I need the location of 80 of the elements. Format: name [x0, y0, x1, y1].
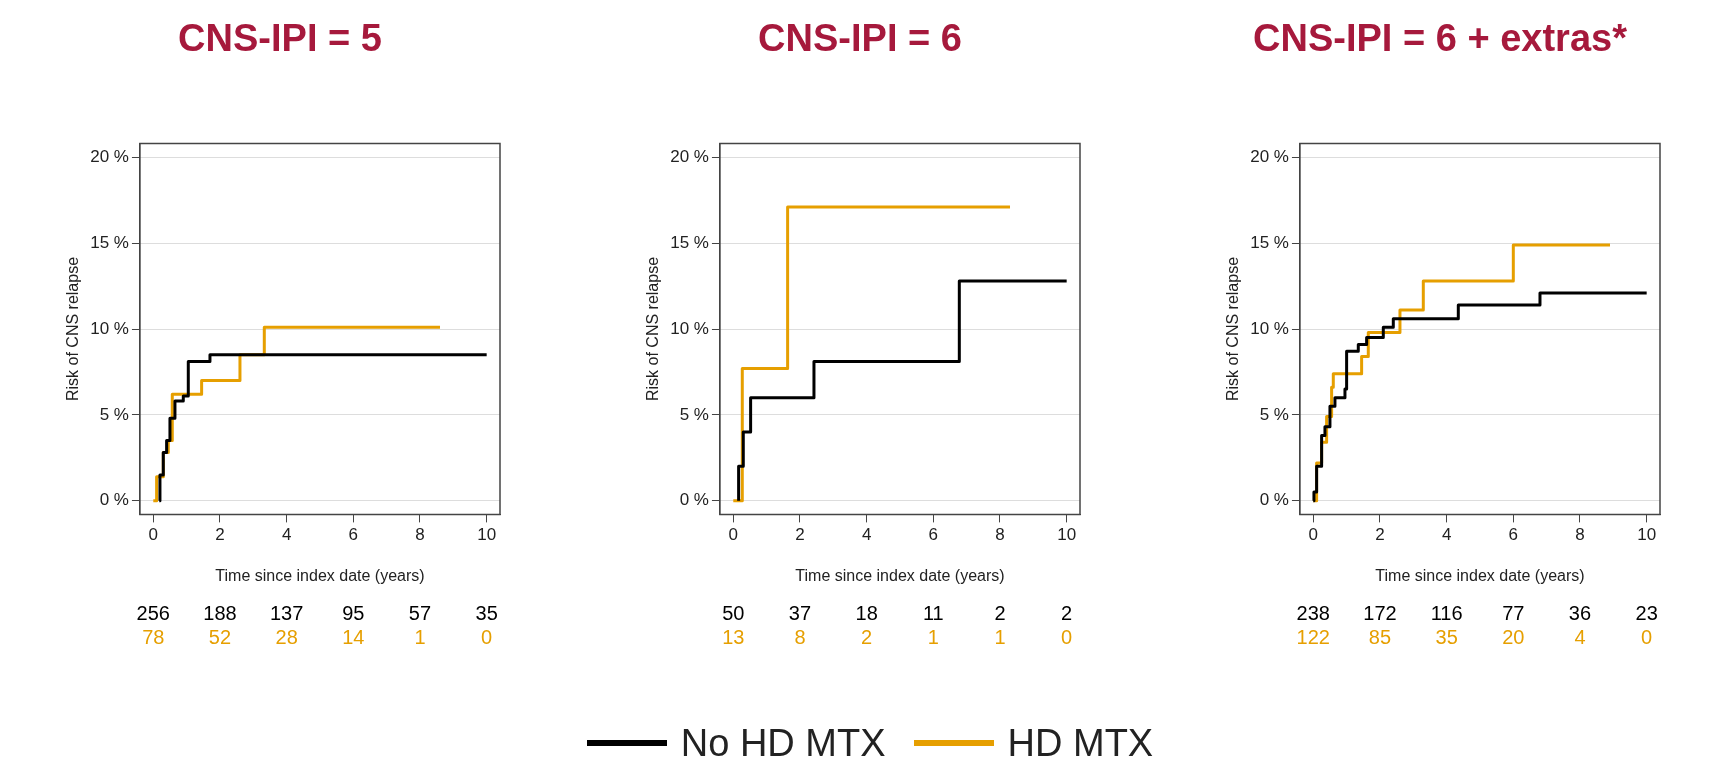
x-axis-title: Time since index date (years) — [795, 566, 1005, 584]
y-tick-label: 20 % — [1250, 147, 1289, 167]
y-tick-label: 10 % — [670, 318, 709, 338]
y-tick-label: 0 % — [679, 490, 709, 510]
y-tick-label: 10 % — [1250, 318, 1289, 338]
x-tick-label: 6 — [1508, 525, 1519, 545]
text: 256 — [136, 601, 170, 624]
text: 4 — [1574, 625, 1586, 648]
y-tick-label: 15 % — [90, 232, 129, 252]
text: 1 — [927, 625, 939, 648]
y-tick-label: 20 % — [90, 147, 129, 167]
text: 95 — [342, 601, 365, 624]
chart-title: CNS-IPI = 6 + extras* — [1253, 17, 1628, 60]
x-tick-label: 4 — [861, 525, 872, 545]
y-tick-label: 5 % — [99, 404, 129, 424]
text: 2 — [1061, 601, 1073, 624]
x-axis-title: Time since index date (years) — [1375, 566, 1585, 584]
text: 52 — [208, 625, 232, 648]
chart-title: CNS-IPI = 5 — [178, 17, 382, 60]
text: 0 — [1061, 625, 1073, 648]
chart-title: CNS-IPI = 6 — [758, 17, 962, 60]
y-tick-label: 15 % — [1250, 232, 1289, 252]
x-tick-label: 0 — [728, 525, 739, 545]
x-axis-title: Time since index date (years) — [215, 566, 425, 584]
x-tick-label: 0 — [148, 525, 159, 545]
y-axis-title: Risk of CNS relapse — [644, 256, 662, 402]
text: 13 — [722, 625, 745, 648]
y-tick-label: 0 % — [1259, 490, 1289, 510]
text: 122 — [1296, 625, 1330, 648]
text: 0 — [1641, 625, 1653, 648]
text: 36 — [1568, 601, 1592, 624]
y-tick-label: 5 % — [679, 404, 709, 424]
text: 1 — [994, 625, 1006, 648]
text: 57 — [408, 601, 432, 624]
x-tick-label: 2 — [215, 525, 225, 545]
text: 85 — [1368, 625, 1392, 648]
text: 11 — [922, 601, 944, 624]
x-tick-label: 10 — [1057, 525, 1077, 545]
text: 8 — [794, 625, 806, 648]
y-tick-label: 10 % — [90, 318, 129, 338]
y-axis-title: Risk of CNS relapse — [1224, 256, 1242, 402]
text: 0 — [481, 625, 493, 648]
text: 18 — [855, 601, 878, 624]
x-tick-label: 6 — [348, 525, 359, 545]
x-tick-label: 10 — [477, 525, 497, 545]
x-tick-label: 0 — [1308, 525, 1319, 545]
text: 238 — [1296, 601, 1330, 624]
x-tick-label: 8 — [995, 525, 1005, 545]
text: 1 — [414, 625, 426, 648]
text: 23 — [1635, 601, 1658, 624]
text: 188 — [203, 601, 237, 624]
y-tick-label: 0 % — [99, 490, 129, 510]
y-tick-label: 5 % — [1259, 404, 1289, 424]
text: 172 — [1363, 601, 1397, 624]
text: 14 — [342, 625, 365, 648]
text: 35 — [475, 601, 498, 624]
text: 35 — [1435, 625, 1458, 648]
x-tick-label: 4 — [281, 525, 292, 545]
text: 2 — [861, 625, 873, 648]
text: 20 — [1502, 625, 1525, 648]
text: 37 — [788, 601, 812, 624]
text: 77 — [1502, 601, 1525, 624]
y-axis-title: Risk of CNS relapse — [64, 256, 82, 402]
text: 2 — [994, 601, 1006, 624]
text: 78 — [142, 625, 165, 648]
legend-label: No HD MTX — [680, 721, 886, 765]
x-tick-label: 8 — [1575, 525, 1585, 545]
text: 116 — [1430, 601, 1463, 624]
y-tick-label: 15 % — [670, 232, 709, 252]
x-tick-label: 8 — [415, 525, 425, 545]
x-tick-label: 10 — [1637, 525, 1657, 545]
legend-label: HD MTX — [1007, 721, 1154, 765]
x-tick-label: 2 — [795, 525, 805, 545]
x-tick-label: 6 — [928, 525, 939, 545]
x-tick-label: 4 — [1441, 525, 1452, 545]
text: 137 — [269, 601, 304, 624]
text: 50 — [722, 601, 745, 624]
text: 28 — [275, 625, 298, 648]
x-tick-label: 2 — [1375, 525, 1385, 545]
y-tick-label: 20 % — [670, 147, 709, 167]
